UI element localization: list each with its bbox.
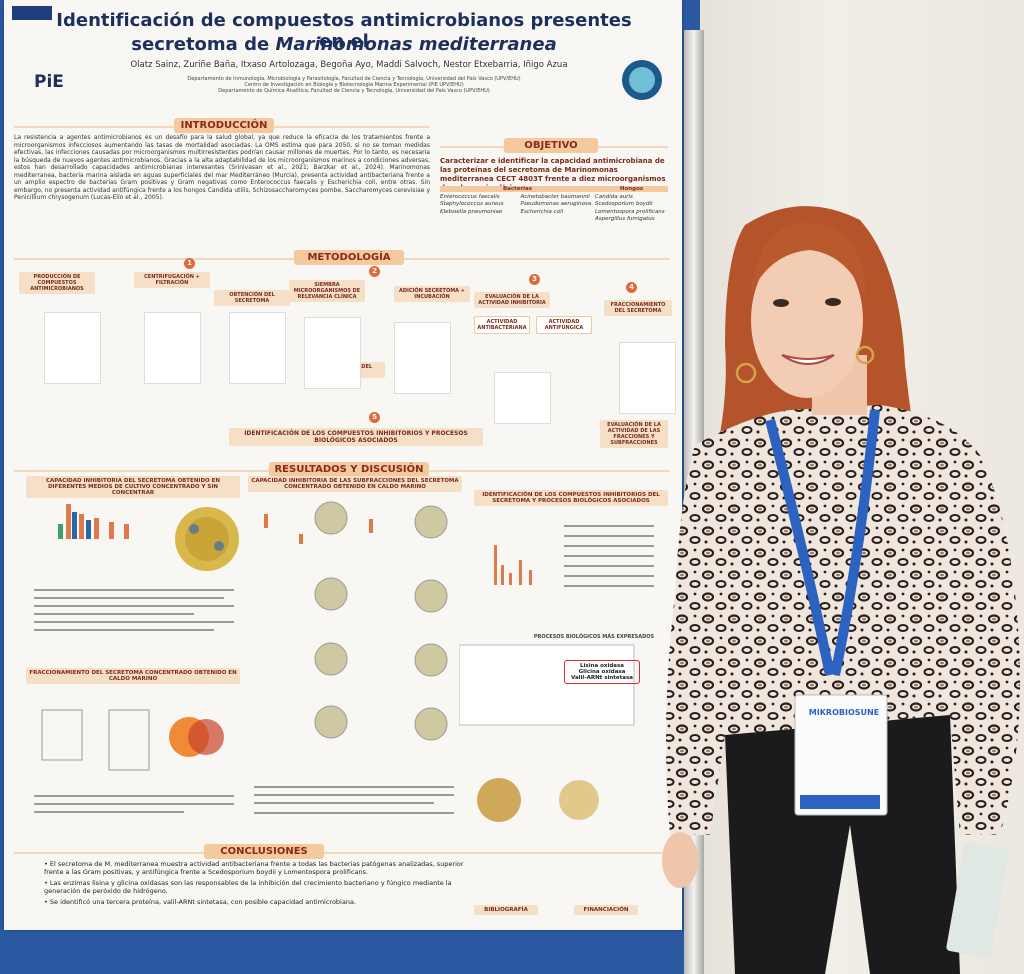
organism: Pseudomonas aeruginosa — [520, 201, 592, 208]
footer-label: BIBLIOGRAFÍA — [474, 905, 538, 915]
affiliation: Centro de Investigación en Biología y Bi… — [244, 82, 464, 88]
results-figure — [34, 504, 239, 631]
step-label: EVALUACIÓN DE LA ACTIVIDAD INHIBITORIA — [474, 292, 550, 308]
step-label: CENTRIFUGACIÓN + FILTRACIÓN — [134, 272, 210, 288]
step-number: 1 — [184, 258, 195, 269]
method-illustration — [619, 342, 676, 414]
conclusion: El secretoma de M. mediterranea muestra … — [44, 860, 464, 877]
organism: Staphylococcus aureus — [440, 201, 504, 208]
table-column: Enterococcus faecalis Staphylococcus aure… — [440, 194, 595, 224]
organism: Aspergillus fumigatus — [595, 216, 655, 223]
section-heading: CONCLUSIONES — [204, 844, 324, 859]
organism: Klebsiella pneumoniae — [440, 208, 503, 215]
step-label: FRACCIONAMIENTO DEL SECRETOMA — [604, 300, 672, 316]
footer-label: FINANCIACIÓN — [574, 905, 638, 915]
method-illustration — [144, 312, 201, 384]
affiliation: Departamento de Inmunología, Microbiolog… — [187, 76, 521, 82]
intro-text: La resistencia a agentes antimicrobianos… — [14, 134, 430, 201]
process-figure — [459, 525, 654, 822]
step-label: PRODUCCIÓN DE COMPUESTOS ANTIMICROBIANOS — [19, 272, 95, 294]
step-label: ADICIÓN SECRETOMA + INCUBACIÓN — [394, 286, 470, 302]
step-label: IDENTIFICACIÓN DE LOS COMPUESTOS INHIBIT… — [229, 428, 483, 446]
enzyme-label: Glicina oxidasa — [578, 669, 626, 675]
section-heading: RESULTADOS Y DISCUSIÓN — [269, 462, 429, 477]
plates-figure — [254, 501, 454, 814]
table-column: Candida auris Scedosporium boydii Lomentos… — [595, 194, 668, 224]
affiliation: Departamento de Química Analítica, Facul… — [218, 88, 490, 94]
logo-circle — [622, 60, 662, 100]
conclusion: Las enzimas lisina y glicina oxidasas so… — [44, 879, 464, 896]
method-illustration — [229, 312, 286, 384]
section-heading: METODOLOGÍA — [294, 250, 404, 265]
organism: Acinetobacter baumannii — [520, 194, 590, 200]
enzyme-label: Lisina oxidasa — [580, 663, 624, 669]
step-label: SIEMBRA MICROORGANISMOS DE RELEVANCIA CL… — [289, 280, 365, 302]
step-number: 2 — [369, 266, 380, 277]
logo-mark — [12, 6, 52, 20]
step-label: EVALUACIÓN DE LA ACTIVIDAD DE LAS FRACCI… — [600, 420, 668, 448]
badge-text: MIKROBIOSUNE — [808, 708, 880, 717]
title-text: secretoma de — [131, 34, 270, 55]
organism: Enterococcus faecalis — [440, 194, 500, 200]
section-heading: OBJETIVO — [504, 138, 598, 153]
title-line: secretoma de Marinomonas mediterranea — [44, 34, 644, 55]
step-number: 4 — [626, 282, 637, 293]
activity-label: ACTIVIDAD ANTIFÚNGICA — [536, 316, 592, 334]
section-heading: INTRODUCCIÓN — [174, 118, 274, 133]
activity-label: ACTIVIDAD ANTIBACTERIANA — [474, 316, 530, 334]
organism-table: Bacterias Hongos Enterococcus faecalis St… — [440, 186, 668, 224]
person — [662, 206, 1021, 974]
organism: Lomentospora prolificans — [595, 208, 665, 215]
fraction-figure — [34, 709, 234, 813]
method-illustration — [44, 312, 101, 384]
step-number: 3 — [529, 274, 540, 285]
logo: PiE — [34, 72, 64, 92]
method-illustration — [394, 322, 451, 394]
organism: Scedosporium boydii — [595, 201, 653, 208]
poster: PiE Identificación de compuestos antimic… — [4, 0, 682, 930]
subheading: CAPACIDAD INHIBITORIA DE LAS SUBFRACCION… — [248, 476, 462, 492]
affiliations: Departamento de Inmunología, Microbiolog… — [134, 76, 574, 94]
organism: Escherichia coli — [520, 208, 564, 215]
step-label: OBTENCIÓN DEL SECRETOMA — [214, 290, 290, 306]
method-illustration — [304, 317, 361, 389]
title: Identificación de compuestos antimicrobi… — [56, 10, 632, 52]
authors: Olatz Sainz, Zuriñe Baña, Itxaso Artoloz… — [130, 60, 568, 70]
conclusion: Se identificó una tercera proteína, vali… — [44, 898, 464, 906]
table-header: Bacterias — [502, 186, 533, 192]
enzyme-label: Valil-ARNt sintetasa — [570, 675, 633, 681]
method-illustration — [494, 372, 551, 424]
subheading: CAPACIDAD INHIBITORIA DEL SECRETOMA OBTE… — [26, 476, 240, 498]
step-number: 5 — [369, 412, 380, 423]
table-header: Hongos — [619, 186, 644, 192]
organism: Candida auris — [595, 194, 633, 200]
subheading: IDENTIFICACIÓN DE LOS COMPUESTOS INHIBIT… — [474, 490, 668, 506]
subheading: FRACCIONAMIENTO DEL SECRETOMA CONCENTRAD… — [26, 668, 240, 684]
title-species: Marinomonas mediterranea — [275, 34, 557, 55]
process-title: PROCESOS BIOLÓGICOS MÁS EXPRESADOS — [533, 634, 655, 640]
